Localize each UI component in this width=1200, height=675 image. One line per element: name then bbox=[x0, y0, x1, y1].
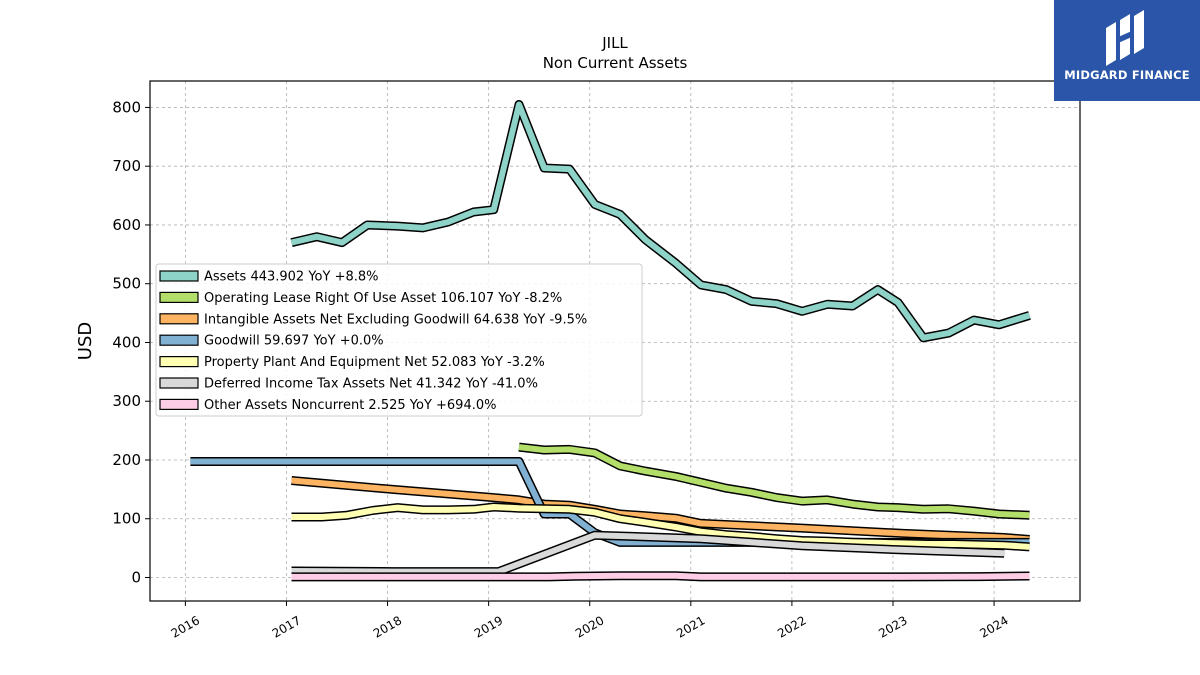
x-tick-label: 2024 bbox=[977, 613, 1010, 640]
y-tick-label: 100 bbox=[112, 510, 141, 528]
legend-swatch bbox=[159, 377, 199, 389]
x-tick-label: 2021 bbox=[674, 613, 707, 640]
y-tick-label: 200 bbox=[112, 451, 141, 469]
y-axis-label: USD bbox=[75, 322, 96, 360]
legend-swatch bbox=[159, 398, 199, 410]
series-line bbox=[291, 477, 1030, 543]
y-tick-label: 700 bbox=[112, 157, 141, 175]
series-line bbox=[291, 532, 1005, 575]
series-4 bbox=[291, 502, 1030, 552]
midgard-finance-logo: MIDGARD FINANCE bbox=[1054, 0, 1200, 101]
series-line bbox=[291, 572, 1030, 580]
legend-entry: Property Plant And Equipment Net 52.083 … bbox=[204, 355, 545, 370]
series-2 bbox=[291, 476, 1030, 544]
y-tick-label: 0 bbox=[131, 568, 141, 586]
series-0 bbox=[290, 100, 1031, 343]
x-tick-label: 2020 bbox=[573, 613, 606, 640]
legend-entry: Other Assets Noncurrent 2.525 YoY +694.0… bbox=[204, 398, 496, 413]
series-6 bbox=[291, 571, 1030, 582]
midgard-logo-icon bbox=[1106, 10, 1144, 66]
plot-frame bbox=[149, 80, 1081, 602]
axis-ticks: 2016 2017 2018 2019 2020 2021 2022 2023 2024 0 100… bbox=[112, 98, 1010, 640]
brand-name: MIDGARD FINANCE bbox=[1064, 68, 1190, 82]
y-tick-label: 400 bbox=[112, 333, 141, 351]
y-tick-label: 800 bbox=[112, 98, 141, 116]
legend-entry: Intangible Assets Net Excluding Goodwill… bbox=[204, 312, 587, 327]
legend-swatch bbox=[159, 334, 199, 346]
legend-entry: Operating Lease Right Of Use Asset 106.1… bbox=[204, 291, 562, 306]
x-tick-label: 2017 bbox=[270, 613, 303, 640]
x-tick-label: 2016 bbox=[169, 613, 202, 640]
x-tick-label: 2018 bbox=[371, 613, 404, 640]
legend-swatch bbox=[159, 291, 199, 303]
legend: Assets 443.902 YoY +8.8% Operating Lease … bbox=[155, 263, 643, 417]
legend-swatch bbox=[159, 356, 199, 368]
y-tick-label: 500 bbox=[112, 275, 141, 293]
series-line bbox=[290, 101, 1031, 341]
series-1 bbox=[518, 442, 1030, 520]
x-tick-label: 2023 bbox=[876, 613, 909, 640]
y-tick-label: 300 bbox=[112, 392, 141, 410]
chart-title: JILL bbox=[601, 34, 628, 52]
chart-subtitle: Non Current Assets bbox=[543, 54, 688, 72]
legend-swatch bbox=[159, 270, 199, 282]
series-5 bbox=[291, 530, 1005, 577]
x-tick-label: 2019 bbox=[472, 613, 505, 640]
legend-swatch bbox=[159, 313, 199, 325]
y-tick-label: 600 bbox=[112, 216, 141, 234]
series-line bbox=[291, 504, 1030, 550]
legend-entry: Assets 443.902 YoY +8.8% bbox=[204, 270, 379, 285]
series-line bbox=[518, 444, 1030, 519]
x-tick-label: 2022 bbox=[775, 613, 808, 640]
legend-box bbox=[155, 263, 643, 417]
series-lines bbox=[190, 100, 1031, 582]
legend-entry: Deferred Income Tax Assets Net 41.342 Yo… bbox=[204, 377, 538, 392]
legend-entry: Goodwill 59.697 YoY +0.0% bbox=[204, 334, 384, 349]
